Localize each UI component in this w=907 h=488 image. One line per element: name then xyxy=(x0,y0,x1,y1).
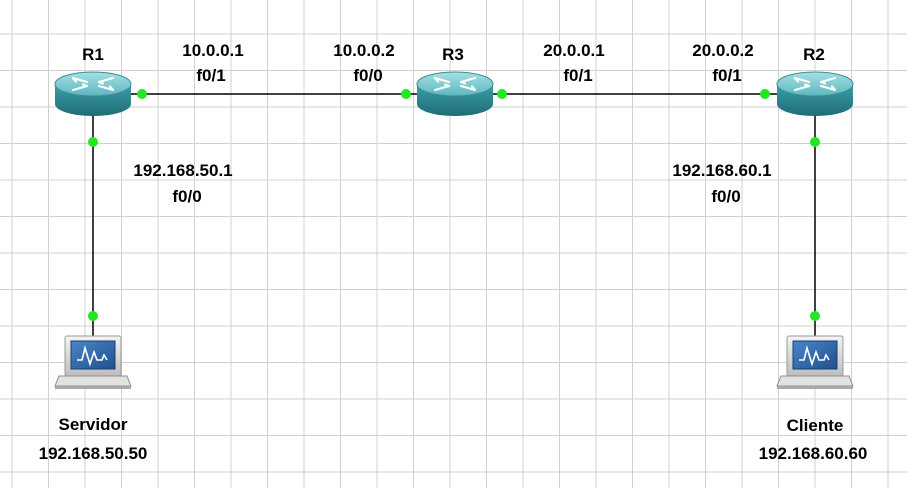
cliente-pc-icon[interactable] xyxy=(776,335,854,390)
r2-f00-ip-label: 192.168.60.1 xyxy=(672,161,772,180)
servidor-name-label: Servidor xyxy=(58,415,128,434)
r1-f01-port-label: f0/1 xyxy=(196,66,226,85)
r3-f01-ip-label: 20.0.0.1 xyxy=(543,41,605,60)
router-r3-label: R3 xyxy=(442,45,464,64)
router-r1-icon[interactable] xyxy=(53,70,133,118)
router-r2-label: R2 xyxy=(803,45,825,64)
r1-f00-ip-label: 192.168.50.1 xyxy=(133,161,233,180)
status-dot-cliente xyxy=(810,311,820,321)
r3-f00-ip-label: 10.0.0.2 xyxy=(333,41,395,60)
cliente-ip-label: 192.168.60.60 xyxy=(758,444,868,463)
router-r1-label: R1 xyxy=(82,45,104,64)
cliente-name-label: Cliente xyxy=(786,416,844,435)
status-dot-r1-f00 xyxy=(88,137,98,147)
servidor-ip-label: 192.168.50.50 xyxy=(38,444,148,463)
status-dot-servidor xyxy=(88,311,98,321)
r1-f01-ip-label: 10.0.0.1 xyxy=(182,41,244,60)
router-r2-icon[interactable] xyxy=(775,70,855,118)
router-r3-icon[interactable] xyxy=(415,70,495,118)
status-dot-r3-f01 xyxy=(497,89,507,99)
r2-f01-ip-label: 20.0.0.2 xyxy=(692,41,754,60)
status-dot-r2-f01 xyxy=(760,89,770,99)
r3-f01-port-label: f0/1 xyxy=(563,66,593,85)
status-dot-r3-f00 xyxy=(401,89,411,99)
status-dot-r1-f01 xyxy=(137,89,147,99)
servidor-pc-icon[interactable] xyxy=(54,335,132,390)
r2-f01-port-label: f0/1 xyxy=(712,66,742,85)
r2-f00-port-label: f0/0 xyxy=(711,187,741,206)
status-dot-r2-f00 xyxy=(810,137,820,147)
r1-f00-port-label: f0/0 xyxy=(172,187,202,206)
r3-f00-port-label: f0/0 xyxy=(353,66,383,85)
